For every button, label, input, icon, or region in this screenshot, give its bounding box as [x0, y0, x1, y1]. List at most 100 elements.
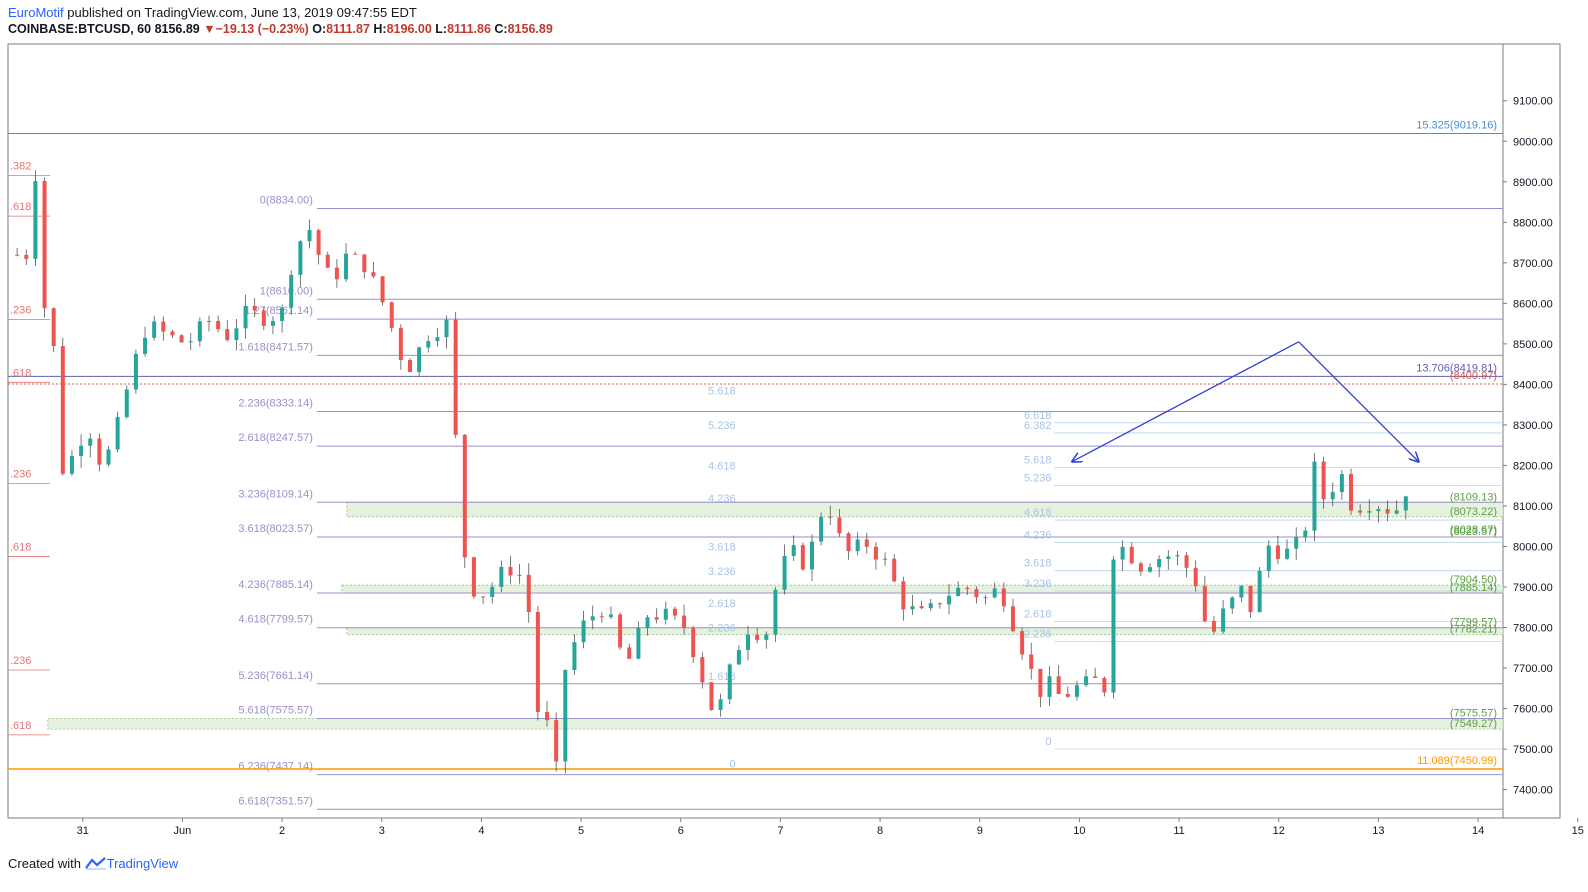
fib-mid-label: 4.236 — [708, 493, 736, 505]
candle-up — [143, 337, 148, 354]
candle-up — [1303, 530, 1308, 537]
candle-down — [1029, 654, 1034, 669]
candle-up — [1047, 676, 1052, 697]
y-tick-label: 8500.00 — [1513, 339, 1553, 351]
candle-down — [334, 267, 339, 280]
candle-down — [453, 319, 458, 435]
candle-down — [407, 360, 412, 373]
x-tick-label: 5 — [578, 825, 584, 837]
y-tick-label: 9100.00 — [1513, 96, 1553, 108]
candle-up — [581, 620, 586, 643]
zone-price-label: (8109.13) — [1450, 491, 1497, 503]
publish-info: EuroMotif published on TradingView.com, … — [8, 5, 417, 20]
candle-up — [1330, 492, 1335, 500]
candle-up — [280, 307, 285, 322]
candle-up — [563, 670, 568, 762]
level-label: 15.325(9019.16) — [1416, 119, 1497, 131]
candle-up — [572, 642, 577, 671]
y-tick-label: 7500.00 — [1513, 744, 1553, 756]
y-tick-label: 8400.00 — [1513, 379, 1553, 391]
candle-down — [216, 320, 221, 330]
candle-down — [1275, 545, 1280, 559]
candle-down — [709, 682, 714, 710]
candle-down — [1248, 585, 1253, 613]
y-tick-label: 8600.00 — [1513, 298, 1553, 310]
fib-right-label: 2.618 — [1024, 608, 1052, 620]
zone-price-label: (7782.21) — [1450, 624, 1497, 636]
candle-down — [1010, 606, 1015, 632]
zone-price-label: (7575.57) — [1450, 707, 1497, 719]
candle-down — [901, 581, 906, 610]
y-tick-label: 7600.00 — [1513, 704, 1553, 716]
candle-down — [1001, 588, 1006, 607]
candle-up — [1148, 567, 1153, 572]
candle-down — [1202, 586, 1207, 622]
close-label: C: — [494, 22, 508, 36]
candle-up — [188, 341, 193, 343]
candle-up — [764, 634, 769, 640]
candle-down — [755, 634, 760, 640]
candle-up — [1074, 685, 1079, 697]
candle-up — [608, 614, 613, 618]
close-value: 8156.89 — [507, 22, 553, 36]
x-tick-label: 8 — [877, 825, 883, 837]
candle-down — [179, 335, 184, 343]
fib-mid-label: 0 — [729, 758, 735, 770]
left-fib-label: .236 — [10, 304, 31, 316]
level-label: 1(8610.00) — [260, 285, 313, 297]
candle-up — [124, 389, 129, 418]
candle-down — [389, 302, 394, 328]
candle-up — [152, 321, 157, 338]
candle-down — [691, 627, 696, 658]
left-fib-label: .382 — [10, 161, 31, 173]
candle-down — [864, 539, 869, 547]
candle-down — [1349, 474, 1354, 511]
level-label: 13.706(8419.81) — [1416, 362, 1497, 374]
candle-up — [1312, 461, 1317, 531]
candle-up — [426, 341, 431, 348]
candle-down — [24, 254, 29, 259]
candle-up — [910, 606, 915, 610]
candle-down — [535, 612, 540, 712]
candle-down — [462, 434, 467, 558]
candle-down — [1056, 676, 1061, 694]
fib-right-label: 5.236 — [1024, 473, 1052, 485]
y-tick-label: 8700.00 — [1513, 258, 1553, 270]
candle-down — [545, 711, 550, 721]
fib-mid-label: 5.618 — [708, 385, 736, 397]
y-tick-label: 9000.00 — [1513, 136, 1553, 148]
left-fib-label: .618 — [10, 720, 31, 732]
candle-down — [1038, 668, 1043, 697]
candle-up — [746, 634, 751, 651]
candle-up — [289, 274, 294, 308]
candle-up — [234, 328, 239, 341]
candle-up — [1175, 555, 1180, 557]
open-label: O: — [312, 22, 327, 36]
y-tick-label: 8800.00 — [1513, 217, 1553, 229]
candle-up — [517, 574, 522, 576]
x-tick-label: 15 — [1572, 825, 1584, 837]
tradingview-brand[interactable]: TradingView — [106, 856, 179, 871]
candle-up — [133, 353, 138, 390]
candle-down — [261, 310, 266, 326]
y-tick-label: 7400.00 — [1513, 785, 1553, 797]
candle-down — [1184, 555, 1189, 568]
candle-down — [380, 276, 385, 303]
x-tick-label: Jun — [174, 825, 192, 837]
published-text: published on TradingView.com, June 13, 2… — [67, 5, 417, 20]
candle-up — [956, 587, 961, 596]
high-value: 8196.00 — [386, 22, 432, 36]
candle-up — [928, 603, 933, 609]
candle-down — [170, 331, 175, 336]
candle-up — [718, 699, 723, 710]
candle-up — [435, 337, 440, 342]
support-zone — [346, 627, 1504, 636]
fib-mid-label: 4.618 — [708, 460, 736, 472]
created-with-text: Created with — [8, 856, 81, 871]
candle-up — [1339, 474, 1344, 493]
author-link[interactable]: EuroMotif — [8, 5, 64, 20]
candle-up — [206, 320, 211, 322]
fib-right-label: 4.236 — [1024, 529, 1052, 541]
candle-down — [526, 574, 531, 613]
